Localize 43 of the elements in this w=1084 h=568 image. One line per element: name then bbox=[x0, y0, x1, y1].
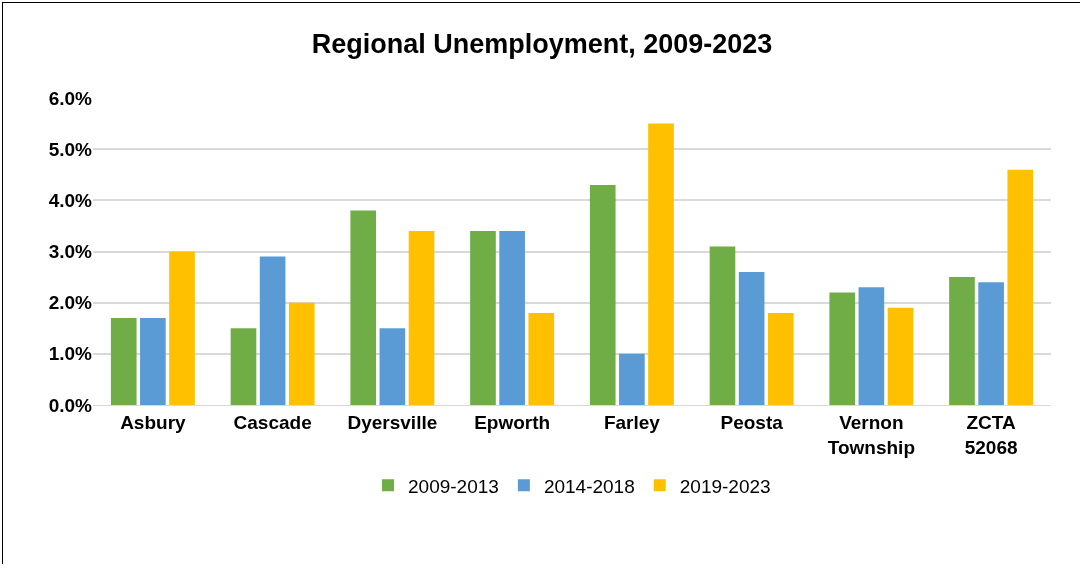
x-tick-label: Asbury bbox=[120, 411, 187, 433]
x-tick-label: Epworth bbox=[474, 411, 551, 433]
bar bbox=[829, 292, 856, 405]
bar bbox=[1007, 169, 1034, 405]
legend-label: 2014-2018 bbox=[543, 475, 635, 497]
bar bbox=[619, 353, 645, 405]
bar bbox=[470, 231, 496, 405]
y-tick-label: 6.0% bbox=[48, 87, 93, 109]
legend-label: 2019-2023 bbox=[679, 475, 771, 497]
bar bbox=[169, 251, 195, 405]
x-tick-label: ZCTA 52068 bbox=[964, 411, 1018, 458]
y-tick-label: 0.0% bbox=[48, 394, 93, 416]
bar bbox=[589, 184, 616, 405]
chart-title: Regional Unemployment, 2009-2023 bbox=[311, 28, 773, 59]
bar bbox=[858, 287, 885, 405]
bar bbox=[230, 328, 257, 405]
y-tick-label: 2.0% bbox=[48, 292, 93, 314]
bar bbox=[110, 318, 137, 405]
bar bbox=[259, 256, 286, 405]
bar bbox=[648, 123, 674, 405]
x-tick-label: Cascade bbox=[233, 411, 312, 433]
bar bbox=[140, 318, 166, 405]
bar bbox=[887, 307, 914, 405]
x-tick-label: Dyersville bbox=[347, 411, 438, 433]
bar bbox=[528, 312, 555, 405]
bar bbox=[949, 277, 975, 405]
y-tick-label: 1.0% bbox=[48, 343, 93, 365]
bar bbox=[350, 210, 377, 405]
bar bbox=[408, 231, 435, 405]
x-tick-label: Farley bbox=[603, 411, 661, 433]
bar bbox=[499, 231, 525, 405]
bar bbox=[709, 246, 736, 405]
bar bbox=[738, 271, 765, 405]
y-tick-label: 5.0% bbox=[48, 138, 93, 160]
bar bbox=[767, 312, 794, 405]
bar bbox=[978, 282, 1004, 405]
x-tick-label: Peosta bbox=[720, 411, 784, 433]
y-tick-label: 3.0% bbox=[48, 241, 93, 263]
bar bbox=[288, 302, 315, 405]
y-tick-label: 4.0% bbox=[48, 189, 93, 211]
legend-label: 2009-2013 bbox=[408, 475, 499, 497]
x-tick-label: Vernon Township bbox=[827, 411, 916, 458]
bar bbox=[379, 328, 406, 405]
